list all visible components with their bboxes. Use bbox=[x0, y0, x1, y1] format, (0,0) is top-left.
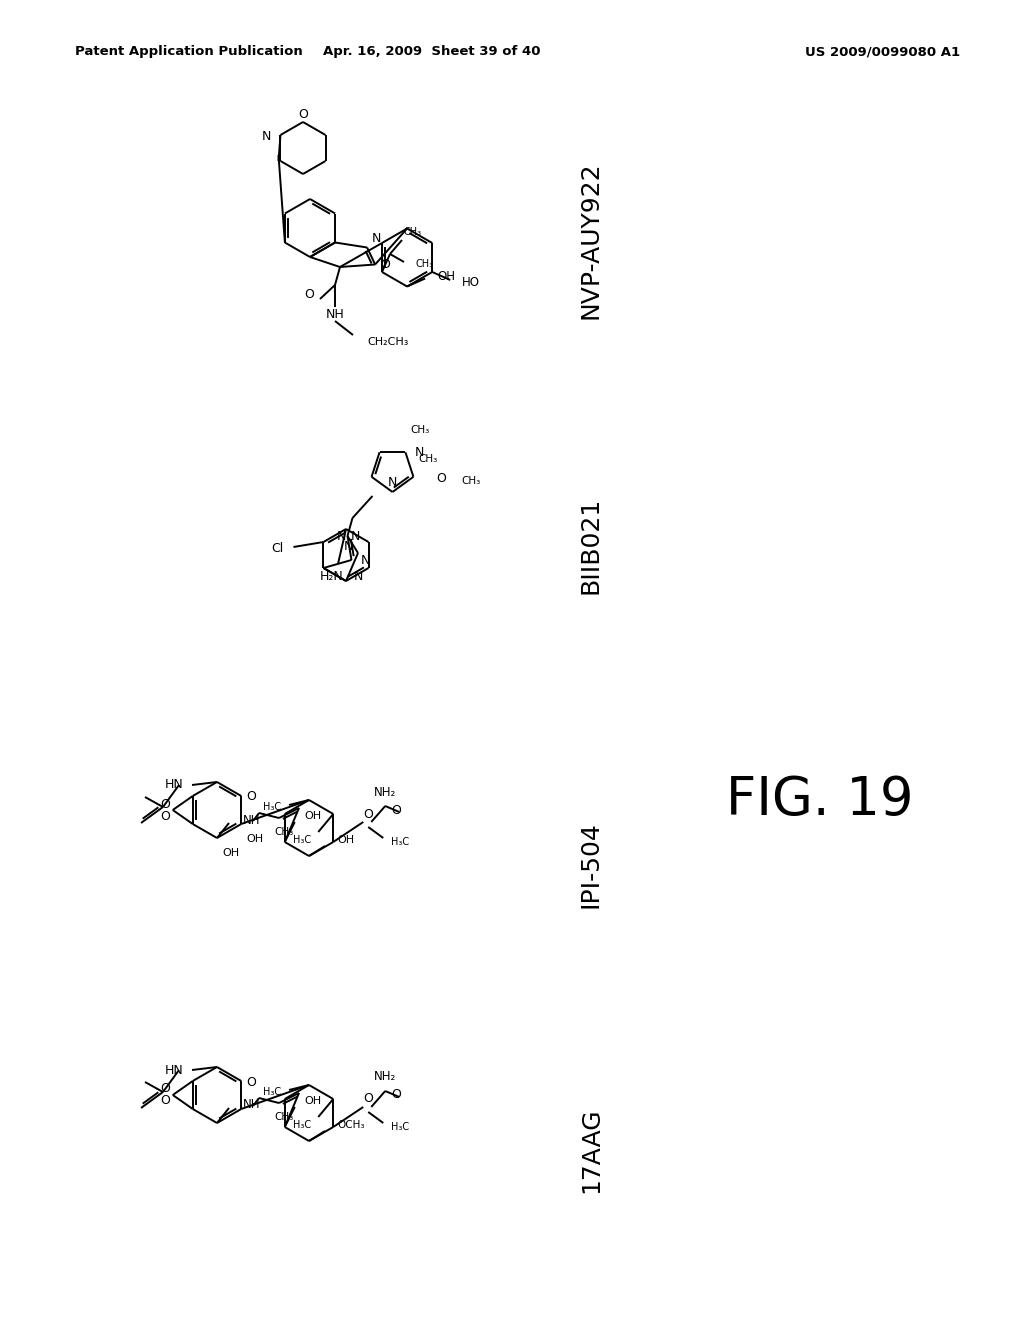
Text: CH₃: CH₃ bbox=[419, 454, 437, 463]
Text: CH₃: CH₃ bbox=[415, 259, 433, 269]
Text: O: O bbox=[436, 473, 446, 486]
Text: CH₃: CH₃ bbox=[404, 227, 422, 238]
Text: NH: NH bbox=[326, 309, 344, 322]
Text: NH: NH bbox=[243, 813, 260, 826]
Text: O: O bbox=[391, 1089, 401, 1101]
Text: O: O bbox=[364, 1093, 373, 1106]
Text: N: N bbox=[354, 569, 364, 582]
Text: N: N bbox=[388, 475, 397, 488]
Text: O: O bbox=[160, 809, 170, 822]
Text: O: O bbox=[391, 804, 401, 817]
Text: OH: OH bbox=[337, 836, 354, 845]
Text: CH₂CH₃: CH₂CH₃ bbox=[367, 337, 409, 347]
Text: N: N bbox=[372, 232, 382, 246]
Text: H₃C: H₃C bbox=[263, 803, 281, 812]
Text: BIIB021: BIIB021 bbox=[579, 496, 603, 594]
Text: OH: OH bbox=[305, 1096, 322, 1106]
Text: OH: OH bbox=[222, 847, 240, 858]
Text: FIG. 19: FIG. 19 bbox=[726, 774, 913, 826]
Text: N: N bbox=[344, 540, 353, 553]
Text: HN: HN bbox=[164, 779, 183, 792]
Text: OH: OH bbox=[437, 271, 455, 282]
Text: O: O bbox=[246, 791, 256, 804]
Text: NVP-AUY922: NVP-AUY922 bbox=[579, 161, 603, 319]
Text: N: N bbox=[415, 446, 424, 459]
Text: N: N bbox=[336, 531, 346, 544]
Text: O: O bbox=[380, 257, 390, 271]
Text: H₂N: H₂N bbox=[321, 570, 344, 583]
Text: HO: HO bbox=[462, 276, 480, 289]
Text: O: O bbox=[160, 797, 170, 810]
Text: O: O bbox=[304, 288, 314, 301]
Text: H₃C: H₃C bbox=[293, 1119, 311, 1130]
Text: CH₃: CH₃ bbox=[462, 475, 480, 486]
Text: CH₃: CH₃ bbox=[411, 425, 430, 436]
Text: O: O bbox=[298, 108, 308, 121]
Text: N: N bbox=[351, 531, 360, 544]
Text: O: O bbox=[160, 1082, 170, 1096]
Text: Apr. 16, 2009  Sheet 39 of 40: Apr. 16, 2009 Sheet 39 of 40 bbox=[324, 45, 541, 58]
Text: OH: OH bbox=[246, 834, 263, 843]
Text: O: O bbox=[160, 1094, 170, 1107]
Text: NH₂: NH₂ bbox=[374, 1071, 396, 1084]
Text: NH₂: NH₂ bbox=[374, 785, 396, 799]
Text: H₃C: H₃C bbox=[391, 837, 410, 847]
Text: OCH₃: OCH₃ bbox=[337, 1119, 365, 1130]
Text: Patent Application Publication: Patent Application Publication bbox=[75, 45, 303, 58]
Text: 17AAG: 17AAG bbox=[579, 1107, 603, 1193]
Text: H₃C: H₃C bbox=[263, 1086, 281, 1097]
Text: N: N bbox=[262, 129, 271, 143]
Text: US 2009/0099080 A1: US 2009/0099080 A1 bbox=[805, 45, 961, 58]
Text: CH₃: CH₃ bbox=[274, 828, 294, 837]
Text: CH₃: CH₃ bbox=[274, 1111, 294, 1122]
Text: H₃C: H₃C bbox=[391, 1122, 410, 1133]
Text: OH: OH bbox=[305, 810, 322, 821]
Text: IPI-504: IPI-504 bbox=[579, 821, 603, 908]
Text: O: O bbox=[364, 808, 373, 821]
Text: N: N bbox=[360, 553, 370, 566]
Text: O: O bbox=[246, 1076, 256, 1089]
Text: H₃C: H₃C bbox=[293, 836, 311, 845]
Text: NH: NH bbox=[243, 1098, 260, 1111]
Text: HN: HN bbox=[164, 1064, 183, 1077]
Text: Cl: Cl bbox=[271, 543, 284, 556]
